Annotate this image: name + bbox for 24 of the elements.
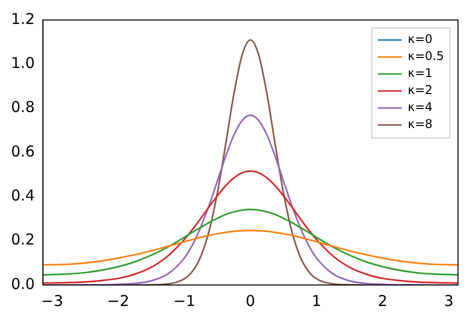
y-tick-label: 0.4 (10, 186, 35, 205)
legend-label: κ=8 (408, 117, 433, 132)
legend-label: κ=4 (408, 100, 433, 114)
line-series (42, 170, 458, 284)
x-tick-label: −3 (41, 292, 64, 310)
x-tick-label: 1 (312, 292, 322, 310)
legend-label: κ=0.5 (408, 49, 444, 64)
x-tick-label: 2 (378, 292, 388, 310)
y-tick-label: 0.2 (10, 230, 35, 249)
x-tick-label: −2 (107, 292, 130, 310)
line-series (42, 114, 458, 285)
x-tick-label: 0 (246, 292, 256, 310)
y-tick-label: 0.0 (10, 274, 35, 293)
y-tick-label: 1.0 (10, 54, 35, 72)
legend-label: κ=0 (408, 32, 433, 46)
y-tick-label: 0.8 (10, 98, 35, 116)
y-tick-label: 0.6 (10, 142, 35, 160)
x-tick-label: −1 (173, 292, 196, 310)
legend-label: κ=1 (408, 66, 433, 80)
y-tick-label: 1.2 (10, 10, 35, 28)
line-series (42, 230, 458, 266)
x-tick-label: 3 (444, 292, 454, 310)
legend-label: κ=2 (408, 83, 433, 98)
line-series (42, 208, 458, 276)
